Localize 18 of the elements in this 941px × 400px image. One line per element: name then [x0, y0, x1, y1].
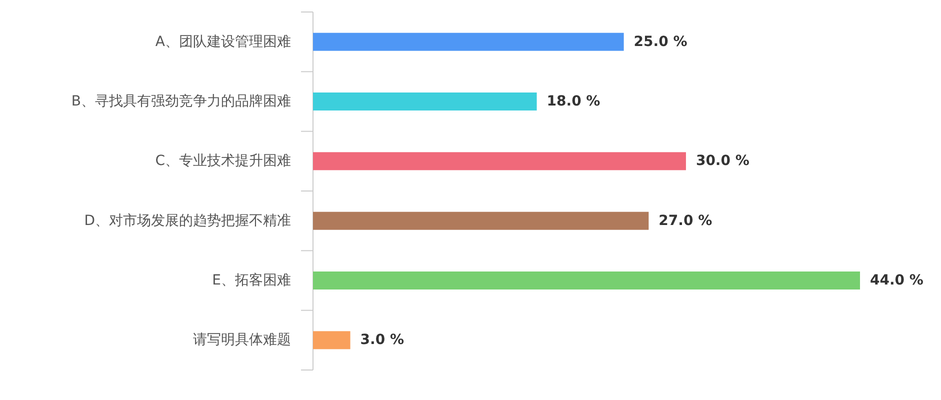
data-label: 25.0 % — [634, 34, 688, 50]
y-tick-label: A、团队建设管理困难 — [155, 34, 291, 50]
data-label: 27.0 % — [658, 212, 712, 229]
data-label: 30.0 % — [696, 153, 750, 170]
y-tick-label: C、专业技术提升困难 — [155, 153, 291, 170]
bar — [313, 212, 649, 230]
bar — [313, 272, 860, 290]
y-tick-label: 请写明具体难题 — [193, 332, 291, 348]
y-tick-label: B、寻找具有强劲竞争力的品牌困难 — [71, 94, 291, 110]
data-label: 3.0 % — [360, 332, 404, 348]
bar — [313, 331, 350, 350]
bar — [313, 92, 537, 110]
data-label: 18.0 % — [546, 94, 600, 110]
bar — [313, 152, 686, 170]
data-label: 44.0 % — [870, 272, 924, 288]
bar — [313, 32, 624, 51]
y-tick-label: E、拓客困难 — [212, 272, 291, 288]
y-tick-label: D、对市场发展的趋势把握不精准 — [84, 212, 291, 229]
